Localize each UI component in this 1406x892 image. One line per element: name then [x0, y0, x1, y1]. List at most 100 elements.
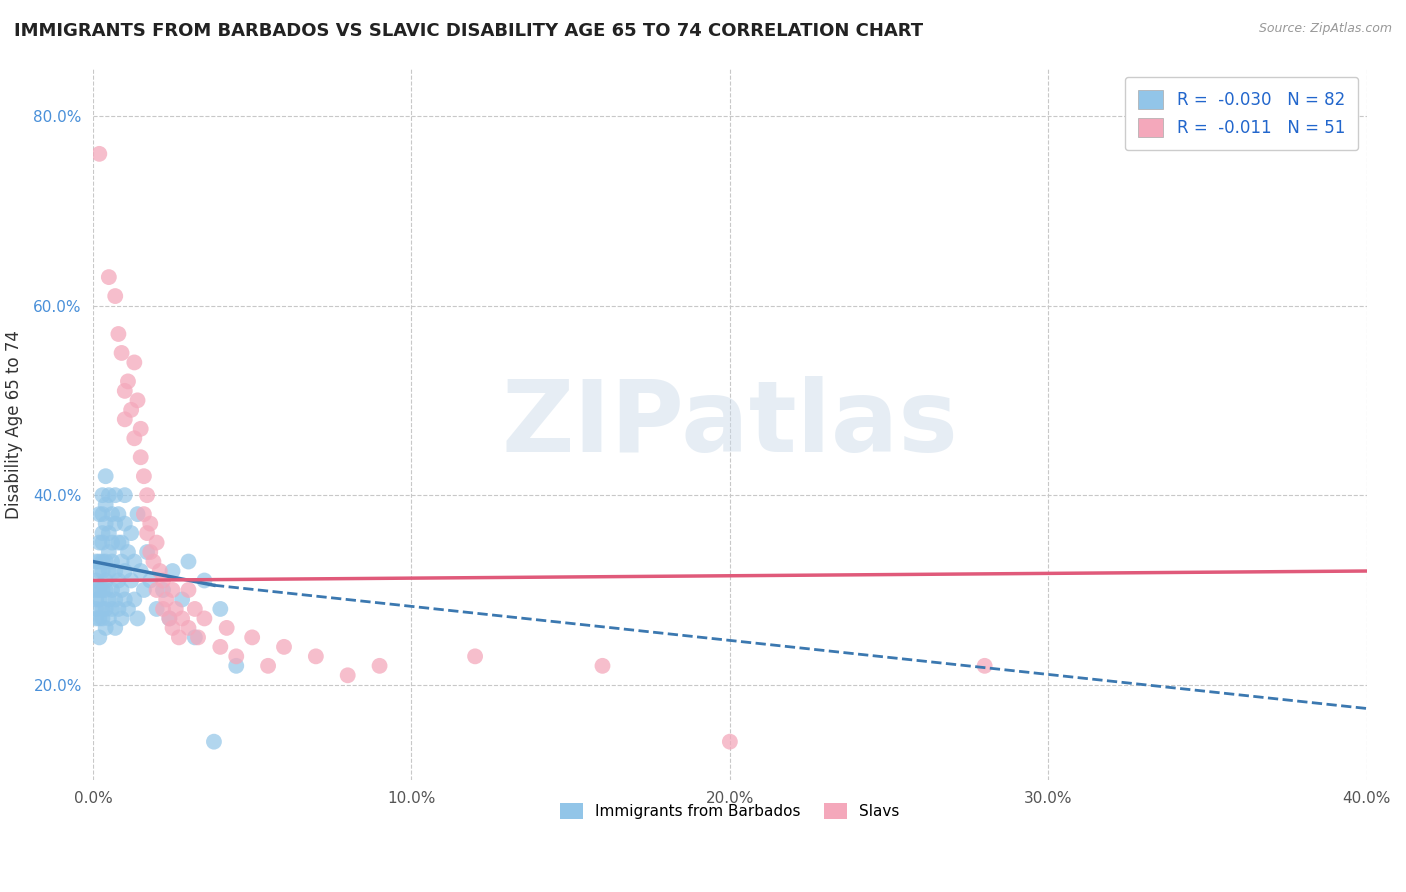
Point: [142, 555, 165, 569]
Point: [149, 564, 172, 578]
Point: [124, 355, 146, 369]
Point: [89, 146, 111, 161]
Point: [94, 555, 117, 569]
Point: [94, 602, 117, 616]
Point: [104, 621, 127, 635]
Point: [165, 602, 187, 616]
Point: [162, 564, 184, 578]
Point: [107, 602, 129, 616]
Text: IMMIGRANTS FROM BARBADOS VS SLAVIC DISABILITY AGE 65 TO 74 CORRELATION CHART: IMMIGRANTS FROM BARBADOS VS SLAVIC DISAB…: [14, 22, 924, 40]
Point: [91, 582, 114, 597]
Point: [177, 621, 200, 635]
Legend: Immigrants from Barbados, Slavs: Immigrants from Barbados, Slavs: [554, 797, 905, 825]
Point: [91, 555, 114, 569]
Point: [94, 582, 117, 597]
Point: [117, 375, 139, 389]
Point: [202, 734, 225, 748]
Text: Source: ZipAtlas.com: Source: ZipAtlas.com: [1258, 22, 1392, 36]
Point: [592, 658, 614, 673]
Point: [97, 270, 120, 285]
Point: [120, 574, 142, 588]
Point: [104, 516, 127, 531]
Point: [107, 326, 129, 341]
Point: [84, 611, 107, 625]
Text: ZIPatlas: ZIPatlas: [502, 376, 959, 473]
Point: [209, 602, 232, 616]
Point: [110, 582, 132, 597]
Point: [136, 545, 159, 559]
Point: [94, 469, 117, 483]
Point: [127, 611, 149, 625]
Point: [114, 516, 136, 531]
Point: [225, 649, 247, 664]
Point: [129, 564, 152, 578]
Point: [124, 555, 146, 569]
Point: [101, 602, 124, 616]
Point: [184, 602, 207, 616]
Point: [257, 658, 280, 673]
Point: [114, 564, 136, 578]
Point: [120, 402, 142, 417]
Point: [107, 507, 129, 521]
Point: [139, 574, 162, 588]
Point: [145, 582, 167, 597]
Point: [97, 564, 120, 578]
Point: [225, 658, 247, 673]
Point: [89, 582, 111, 597]
Point: [84, 582, 107, 597]
Point: [127, 507, 149, 521]
Point: [84, 592, 107, 607]
Point: [124, 431, 146, 445]
Point: [89, 507, 111, 521]
Point: [91, 602, 114, 616]
Point: [162, 621, 184, 635]
Point: [240, 631, 263, 645]
Point: [84, 602, 107, 616]
Point: [89, 592, 111, 607]
Point: [110, 535, 132, 549]
Point: [167, 631, 190, 645]
Point: [132, 582, 155, 597]
Point: [209, 640, 232, 654]
Point: [101, 582, 124, 597]
Point: [127, 393, 149, 408]
Point: [101, 535, 124, 549]
Point: [129, 422, 152, 436]
Point: [193, 611, 215, 625]
Point: [89, 611, 111, 625]
Point: [157, 611, 180, 625]
Point: [162, 582, 184, 597]
Y-axis label: Disability Age 65 to 74: Disability Age 65 to 74: [4, 330, 22, 518]
Point: [114, 592, 136, 607]
Point: [273, 640, 295, 654]
Point: [215, 621, 238, 635]
Point: [139, 516, 162, 531]
Point: [132, 507, 155, 521]
Point: [94, 516, 117, 531]
Point: [139, 545, 162, 559]
Point: [89, 564, 111, 578]
Point: [91, 526, 114, 541]
Point: [120, 526, 142, 541]
Point: [193, 574, 215, 588]
Point: [177, 555, 200, 569]
Point: [464, 649, 486, 664]
Point: [124, 592, 146, 607]
Point: [152, 582, 174, 597]
Point: [94, 621, 117, 635]
Point: [84, 555, 107, 569]
Point: [145, 602, 167, 616]
Point: [104, 564, 127, 578]
Point: [94, 498, 117, 512]
Point: [114, 384, 136, 398]
Point: [97, 488, 120, 502]
Point: [117, 545, 139, 559]
Point: [91, 488, 114, 502]
Point: [157, 611, 180, 625]
Point: [101, 507, 124, 521]
Point: [104, 289, 127, 303]
Point: [101, 555, 124, 569]
Point: [718, 734, 741, 748]
Point: [177, 582, 200, 597]
Point: [336, 668, 359, 682]
